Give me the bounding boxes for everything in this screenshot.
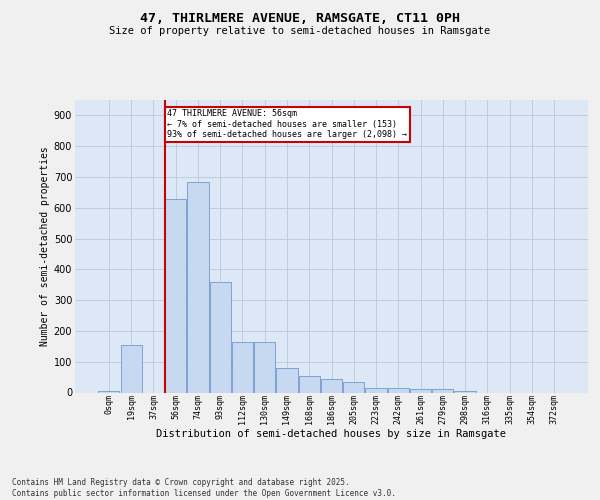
Bar <box>388 388 409 392</box>
Bar <box>277 368 298 392</box>
Bar <box>121 345 142 393</box>
Text: Size of property relative to semi-detached houses in Ramsgate: Size of property relative to semi-detach… <box>109 26 491 36</box>
Text: Contains HM Land Registry data © Crown copyright and database right 2025.
Contai: Contains HM Land Registry data © Crown c… <box>12 478 396 498</box>
Bar <box>299 376 320 392</box>
Bar <box>165 198 186 392</box>
Bar <box>187 182 209 392</box>
Text: 47 THIRLMERE AVENUE: 56sqm
← 7% of semi-detached houses are smaller (153)
93% of: 47 THIRLMERE AVENUE: 56sqm ← 7% of semi-… <box>167 109 407 139</box>
X-axis label: Distribution of semi-detached houses by size in Ramsgate: Distribution of semi-detached houses by … <box>157 430 506 440</box>
Bar <box>254 342 275 392</box>
Bar <box>343 382 364 392</box>
Bar <box>410 389 431 392</box>
Bar <box>209 282 231 393</box>
Bar <box>321 378 342 392</box>
Bar <box>232 342 253 392</box>
Bar <box>365 388 386 392</box>
Bar <box>432 390 454 392</box>
Bar <box>98 391 119 392</box>
Bar <box>454 391 476 392</box>
Y-axis label: Number of semi-detached properties: Number of semi-detached properties <box>40 146 50 346</box>
Text: 47, THIRLMERE AVENUE, RAMSGATE, CT11 0PH: 47, THIRLMERE AVENUE, RAMSGATE, CT11 0PH <box>140 12 460 26</box>
